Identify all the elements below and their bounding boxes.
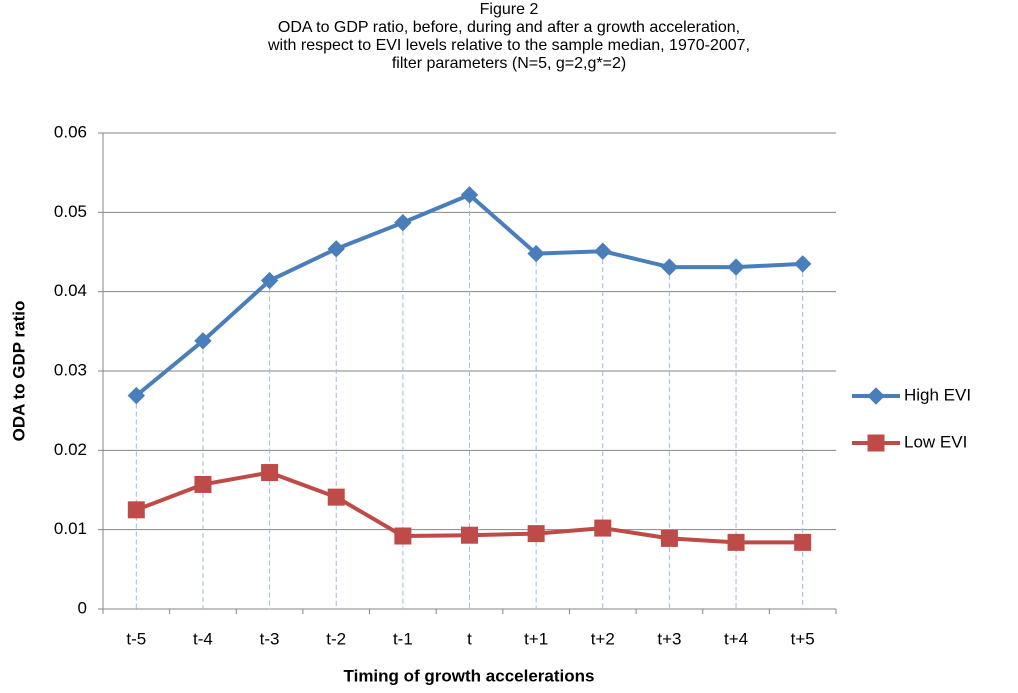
x-tick-label: t-3 bbox=[260, 629, 280, 648]
y-tick-label: 0.02 bbox=[54, 440, 87, 459]
point bbox=[794, 533, 812, 551]
chart-title: Figure 2 bbox=[480, 1, 539, 18]
point bbox=[461, 526, 478, 544]
point bbox=[394, 213, 412, 232]
point bbox=[261, 464, 279, 482]
y-tick-label: 0.01 bbox=[54, 519, 87, 538]
point bbox=[594, 519, 612, 537]
point bbox=[327, 488, 345, 506]
point bbox=[660, 258, 679, 276]
x-tick-label: t-2 bbox=[326, 629, 346, 648]
point bbox=[394, 527, 412, 545]
point bbox=[460, 186, 479, 204]
x-tick-label: t-5 bbox=[126, 629, 146, 648]
chart-title: filter parameters (N=5, g=2,g*=2) bbox=[392, 55, 626, 72]
x-tick-label: t-1 bbox=[393, 629, 413, 648]
point bbox=[127, 501, 145, 519]
point bbox=[727, 533, 745, 551]
point bbox=[793, 255, 812, 273]
x-axis-title: Timing of growth accelerations bbox=[344, 666, 595, 685]
y-axis-title: ODA to GDP ratio bbox=[9, 301, 28, 442]
x-tick-label: t bbox=[467, 629, 472, 648]
x-tick-label: t+5 bbox=[791, 629, 815, 648]
y-tick-label: 0.04 bbox=[54, 281, 87, 300]
point bbox=[194, 332, 212, 350]
y-tick-label: 0 bbox=[78, 598, 87, 617]
x-tick-label: t-4 bbox=[193, 629, 213, 648]
point bbox=[260, 271, 279, 290]
chart-title: with respect to EVI levels relative to t… bbox=[267, 37, 750, 54]
point bbox=[527, 244, 545, 263]
point bbox=[594, 242, 612, 260]
legend-marker bbox=[867, 387, 885, 405]
point bbox=[127, 386, 146, 405]
x-tick-label: t+1 bbox=[524, 629, 548, 648]
x-tick-label: t+3 bbox=[657, 629, 681, 648]
point bbox=[194, 475, 212, 493]
x-tick-label: t+4 bbox=[724, 629, 748, 648]
legend-label: High EVI bbox=[904, 385, 971, 404]
y-tick-label: 0.06 bbox=[54, 122, 87, 141]
y-tick-label: 0.05 bbox=[54, 202, 87, 221]
y-tick-label: 0.03 bbox=[54, 360, 87, 379]
legend-marker bbox=[867, 434, 885, 452]
point bbox=[660, 529, 678, 547]
legend-label: Low EVI bbox=[904, 432, 967, 451]
x-tick-label: t+2 bbox=[591, 629, 615, 648]
point bbox=[527, 525, 545, 543]
chart-title: ODA to GDP ratio, before, during and aft… bbox=[278, 19, 740, 36]
point bbox=[327, 240, 345, 258]
point bbox=[727, 258, 745, 276]
